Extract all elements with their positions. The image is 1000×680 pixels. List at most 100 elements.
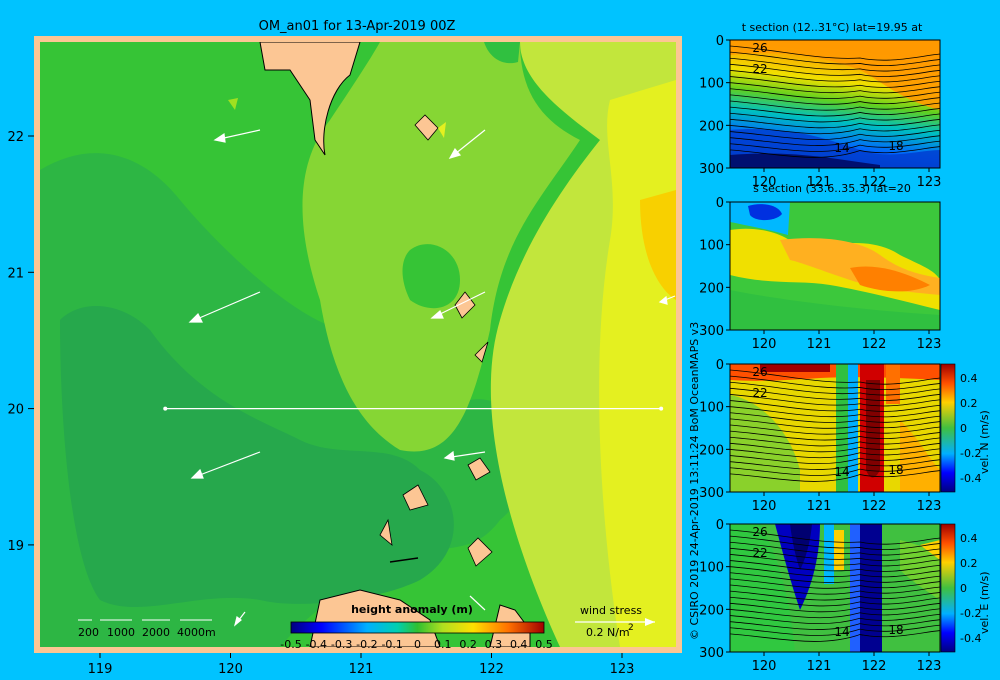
depth-legend: 200 1000 2000 4000m: [78, 619, 216, 639]
section-x-tick-label: 122: [862, 337, 887, 352]
depth-2000: 2000: [142, 626, 170, 639]
section-x-tick-label: 121: [807, 659, 832, 674]
contour-label: 22: [752, 62, 767, 76]
vn-section-panel: [729, 363, 956, 493]
colorbar-tick-label: 0.5: [535, 638, 553, 651]
isotherm-line: [729, 406, 941, 418]
map-y-tick-label: 20: [7, 403, 24, 418]
isotherm-line: [729, 63, 941, 77]
section-colorbar-label: 0.4: [960, 532, 978, 545]
contour-label: 14: [834, 625, 849, 639]
section-colorbar-label: 0.2: [960, 397, 978, 410]
isotherm-line: [729, 535, 941, 551]
isotherm-line: [729, 118, 941, 129]
isotherm-line: [729, 129, 941, 141]
section-x-tick-label: 120: [752, 659, 777, 674]
section-y-tick-label: 200: [699, 281, 724, 296]
isotherm-line: [729, 590, 941, 601]
isotherm-line: [729, 106, 941, 117]
section-y-tick-label: 0: [716, 518, 724, 533]
section-y-tick-label: 300: [699, 486, 724, 501]
colorbar-tick-label: 0.3: [485, 638, 503, 651]
section-y-tick-label: 100: [699, 401, 724, 416]
isotherm-line: [729, 135, 941, 146]
map-x-tick-label: 119: [88, 662, 113, 677]
section-x-tick-label: 120: [752, 175, 777, 190]
colorbar-title: height anomaly (m): [351, 603, 473, 616]
section-y-tick-label: 300: [699, 162, 724, 177]
isotherm-line: [729, 76, 941, 88]
section-colorbar-label: 0: [960, 582, 967, 595]
contour-label: 26: [752, 525, 767, 539]
section-y-tick-label: 200: [699, 603, 724, 618]
section-y-tick-label: 100: [699, 77, 724, 92]
isotherm-line: [729, 470, 941, 482]
isotherm-line: [729, 436, 941, 447]
section-line: [163, 406, 664, 411]
section-y-tick-label: 300: [699, 646, 724, 661]
colorbar-tick-label: 0.1: [434, 638, 452, 651]
map-title: OM_an01 for 13-Apr-2019 00Z: [259, 19, 456, 34]
isotherm-line: [729, 464, 941, 476]
section-y-tick-label: 0: [716, 358, 724, 373]
contour-label: 14: [834, 141, 849, 155]
colorbar-tick-label: -0.1: [381, 638, 402, 651]
isotherm-line: [729, 619, 941, 630]
wind-stress-label: wind stress: [580, 604, 642, 617]
colorbar-tick-label: -0.2: [356, 638, 377, 651]
isotherm-line: [729, 369, 941, 385]
isotherm-line: [729, 430, 941, 441]
isotherm-line: [729, 424, 941, 435]
wind-stress-arrows: [188, 129, 676, 627]
isotherm-line: [729, 572, 941, 583]
section-colorbar-title: vel. N (m/s): [978, 410, 991, 474]
isotherm-line: [729, 529, 941, 545]
section-y-tick-label: 0: [716, 196, 724, 211]
map-x-tick-label: 122: [479, 662, 504, 677]
section-colorbar-title: vel. E (m/s): [978, 571, 991, 634]
s-section-panel: [729, 201, 941, 331]
isotherm-line: [729, 140, 941, 152]
contour-label: 18: [888, 623, 903, 637]
section-colorbar-label: 0.4: [960, 372, 978, 385]
colorbar-tick-label: 0: [414, 638, 421, 651]
section-y-tick-label: 200: [699, 443, 724, 458]
map-x-ticks: 119 120 121 122 123: [88, 653, 634, 677]
section-x-tick-label: 123: [917, 175, 942, 190]
isotherm-line: [729, 541, 941, 556]
colorbar-tick-label: -0.5: [280, 638, 301, 651]
isotherm-line: [729, 112, 941, 123]
wind-stress-legend: wind stress 0.2 N/m 2: [575, 604, 655, 639]
isotherm-line: [729, 88, 941, 99]
section-x-tick-label: 122: [862, 499, 887, 514]
contour-label: 26: [752, 41, 767, 55]
section-x-tick-label: 122: [862, 175, 887, 190]
isotherm-line: [729, 578, 941, 589]
colorbar-tick-label: -0.4: [306, 638, 327, 651]
isotherm-line: [729, 375, 941, 391]
contour-label: 14: [834, 465, 849, 479]
isotherm-line: [729, 453, 941, 465]
isotherm-line: [729, 596, 941, 607]
section-colorbar-label: -0.4: [960, 632, 981, 645]
section-x-tick-label: 120: [752, 499, 777, 514]
contour-label: 18: [888, 139, 903, 153]
isotherm-line: [729, 584, 941, 595]
isotherm-line: [729, 57, 941, 72]
isotherm-line: [729, 394, 941, 407]
isotherm-line: [729, 448, 941, 459]
isotherm-line: [729, 608, 941, 619]
depth-1000: 1000: [107, 626, 135, 639]
isotherm-line: [729, 100, 941, 111]
map-x-tick-label: 121: [349, 662, 374, 677]
map-y-tick-label: 21: [7, 266, 24, 281]
contour-label: 26: [752, 365, 767, 379]
isotherm-line: [729, 387, 941, 401]
isotherm-line: [729, 442, 941, 453]
colorbar-tick-label: 0.4: [510, 638, 528, 651]
section-x-tick-label: 121: [807, 499, 832, 514]
map-y-tick-label: 19: [7, 539, 24, 554]
section-x-tick-label: 123: [917, 337, 942, 352]
section-y-tick-label: 100: [699, 239, 724, 254]
section-x-tick-label: 123: [917, 499, 942, 514]
